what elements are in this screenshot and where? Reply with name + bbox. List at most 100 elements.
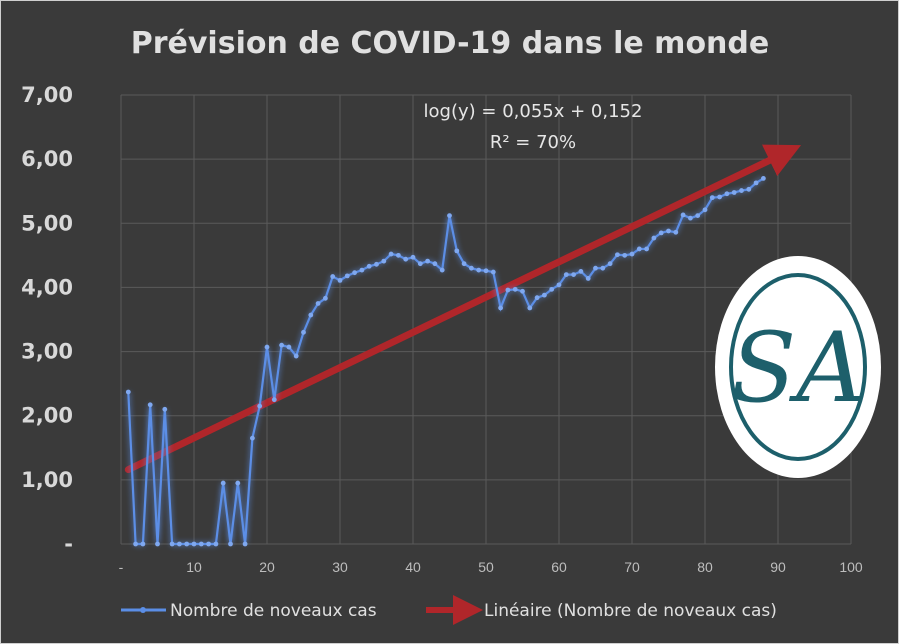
x-tick-label: 50 — [478, 559, 494, 575]
y-tick-label: - — [64, 532, 73, 556]
data-point — [250, 435, 255, 441]
data-point — [155, 541, 160, 547]
data-point — [315, 301, 321, 306]
data-point — [220, 480, 226, 486]
data-point — [337, 277, 343, 283]
data-point — [585, 276, 591, 281]
data-point — [505, 287, 511, 293]
data-point — [534, 295, 540, 301]
data-point — [469, 265, 474, 271]
data-point — [293, 353, 299, 359]
y-tick-label: 7,00 — [21, 83, 73, 107]
data-point — [191, 541, 197, 547]
data-point — [498, 305, 503, 311]
data-point — [549, 286, 555, 292]
x-tick-label: 30 — [332, 559, 348, 575]
data-point — [147, 402, 153, 408]
data-point — [403, 256, 409, 262]
data-point — [746, 186, 752, 192]
data-point — [447, 213, 452, 218]
data-point — [593, 265, 598, 271]
data-point — [308, 312, 314, 318]
data-point — [563, 272, 569, 277]
y-tick-label: 5,00 — [21, 211, 73, 235]
data-point — [636, 246, 642, 252]
data-point — [213, 541, 219, 547]
data-point — [644, 246, 649, 252]
data-point — [359, 267, 365, 273]
data-point — [425, 258, 430, 264]
data-point — [169, 541, 175, 547]
x-tick-label: 60 — [551, 559, 567, 575]
data-point — [366, 263, 372, 269]
data-point — [410, 254, 416, 260]
data-point — [198, 541, 204, 547]
data-point — [286, 344, 292, 350]
y-tick-label: 2,00 — [21, 404, 73, 428]
data-point — [753, 180, 759, 186]
equation-label: log(y) = 0,055x + 0,152 — [424, 101, 643, 122]
data-point — [271, 397, 277, 403]
data-point — [761, 175, 766, 181]
data-point — [709, 195, 715, 201]
data-point — [374, 261, 379, 267]
data-point — [615, 252, 620, 258]
data-point — [476, 267, 482, 273]
y-tick-label: 3,00 — [21, 340, 73, 364]
data-point — [242, 541, 248, 547]
data-point — [666, 228, 671, 234]
x-tick-label: 40 — [405, 559, 421, 575]
data-point — [432, 261, 438, 267]
data-point — [279, 342, 284, 348]
data-point — [571, 272, 576, 277]
data-point — [125, 389, 131, 395]
x-tick-label: 80 — [697, 559, 713, 575]
data-point — [520, 288, 525, 294]
data-point — [702, 207, 708, 213]
data-point — [578, 268, 584, 274]
data-point — [206, 541, 212, 547]
data-point — [301, 329, 306, 335]
x-axis: - 10 20 30 40 50 60 70 80 90 100 — [119, 559, 863, 575]
data-point — [556, 282, 562, 288]
logo-monogram: SA — [730, 312, 865, 424]
trendline-arrow — [124, 144, 802, 474]
y-tick-label: 6,00 — [21, 147, 73, 171]
data-point — [680, 212, 686, 218]
logo: SA — [715, 256, 881, 478]
data-point — [417, 261, 423, 267]
data-point — [490, 269, 496, 275]
series-line — [125, 175, 766, 547]
y-tick-label: 4,00 — [21, 275, 73, 299]
x-tick-label: 70 — [624, 559, 640, 575]
x-tick-label: 100 — [839, 559, 863, 575]
data-point — [724, 191, 730, 197]
trendline — [124, 144, 802, 474]
data-point — [651, 235, 657, 241]
data-point — [439, 267, 445, 273]
data-point — [388, 251, 394, 257]
data-point — [454, 248, 460, 254]
legend-trendline-label: Linéaire (Nombre de noveaux cas) — [484, 601, 777, 621]
data-point — [257, 403, 263, 409]
legend-item-series: Nombre de noveaux cas — [121, 601, 377, 621]
data-point — [162, 406, 168, 412]
data-point — [717, 194, 722, 200]
data-point — [396, 252, 401, 258]
legend-item-trendline: Linéaire (Nombre de noveaux cas) — [426, 595, 777, 625]
x-tick-label: 10 — [186, 559, 202, 575]
legend-series-label: Nombre de noveaux cas — [170, 601, 377, 621]
series-polyline — [127, 177, 764, 546]
data-point — [177, 541, 182, 547]
data-point — [323, 295, 328, 301]
data-point — [600, 265, 606, 271]
data-point — [527, 305, 533, 311]
y-axis: - 1,00 2,00 3,00 4,00 5,00 6,00 7,00 — [21, 83, 73, 556]
data-point — [629, 251, 635, 257]
data-point — [512, 286, 518, 292]
data-point — [607, 261, 613, 267]
data-point — [658, 230, 664, 236]
data-point — [235, 480, 241, 486]
